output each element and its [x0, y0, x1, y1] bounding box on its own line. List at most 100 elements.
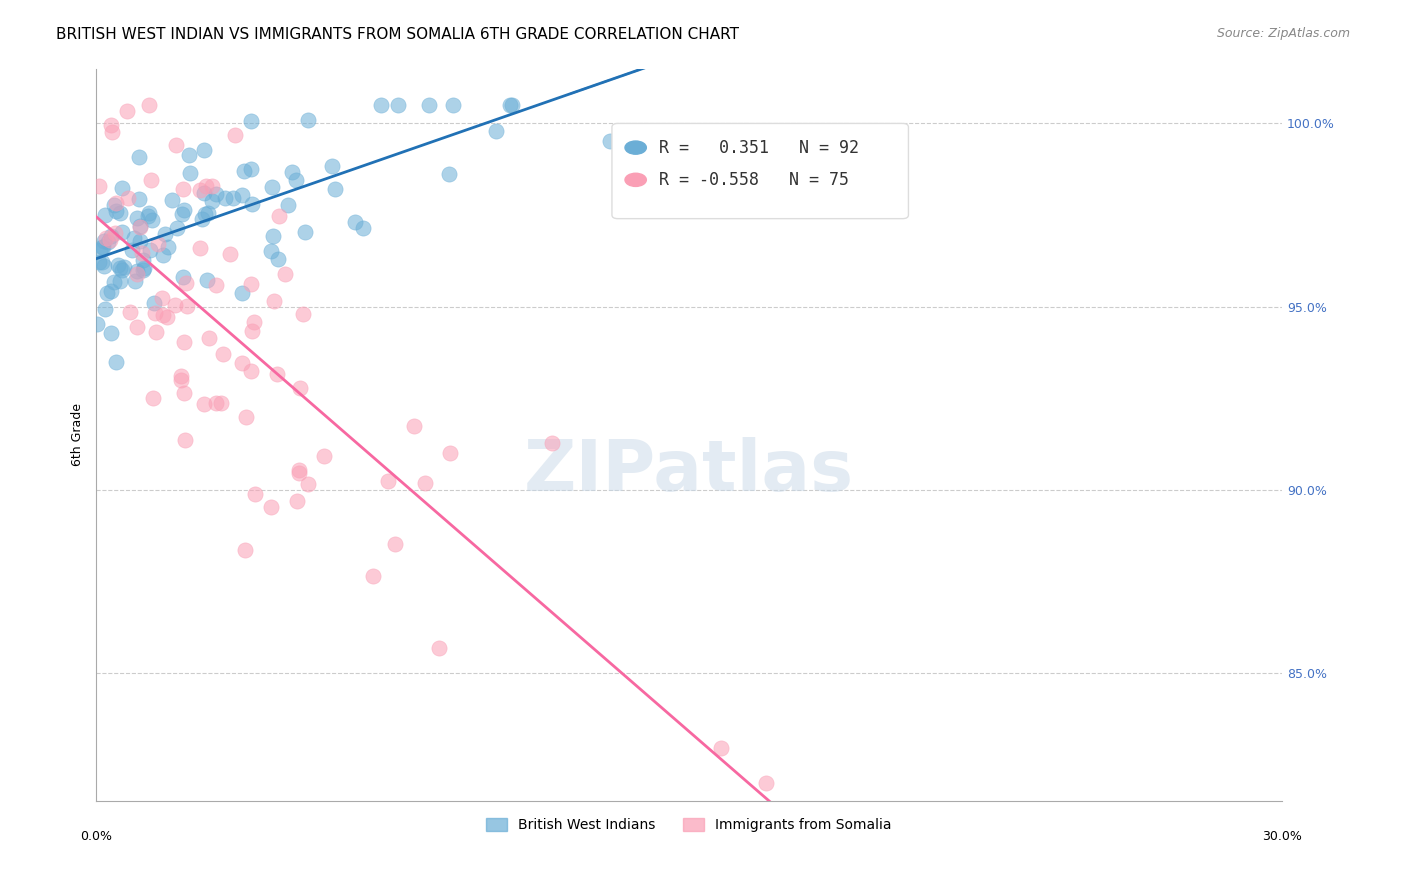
Point	[173, 385, 195, 400]
Point	[107, 258, 129, 272]
Point	[599, 134, 621, 148]
Point	[211, 347, 233, 361]
Point	[105, 196, 128, 211]
Point	[98, 233, 121, 247]
Point	[281, 165, 304, 179]
Point	[231, 187, 253, 202]
Text: 0.0%: 0.0%	[80, 830, 112, 843]
Point	[441, 98, 464, 112]
Point	[174, 433, 197, 447]
Point	[260, 179, 283, 194]
Point	[297, 477, 319, 491]
Point	[240, 114, 263, 128]
Point	[173, 334, 195, 349]
Point	[262, 229, 284, 244]
Point	[139, 173, 162, 187]
Point	[191, 211, 214, 226]
Point	[277, 198, 299, 212]
Point	[297, 112, 319, 127]
Point	[195, 273, 218, 287]
Point	[710, 741, 733, 756]
Point	[120, 305, 142, 319]
Point	[323, 182, 346, 196]
Point	[239, 364, 262, 378]
Point	[128, 192, 150, 206]
Point	[132, 253, 155, 268]
Point	[285, 493, 308, 508]
Point	[145, 325, 167, 339]
Point	[193, 397, 215, 411]
Point	[260, 500, 283, 515]
Legend: British West Indians, Immigrants from Somalia: British West Indians, Immigrants from So…	[481, 813, 897, 838]
Point	[314, 449, 336, 463]
Circle shape	[626, 173, 647, 186]
Point	[170, 368, 193, 383]
Point	[105, 203, 128, 218]
Point	[100, 285, 122, 299]
Point	[501, 98, 523, 112]
Point	[100, 228, 122, 243]
Point	[146, 237, 169, 252]
Point	[87, 255, 110, 269]
Point	[172, 182, 194, 196]
Point	[122, 231, 145, 245]
Point	[105, 355, 128, 369]
Text: ZIPatlas: ZIPatlas	[524, 437, 853, 506]
Point	[427, 640, 450, 655]
Point	[285, 173, 308, 187]
Text: Source: ZipAtlas.com: Source: ZipAtlas.com	[1216, 27, 1350, 40]
Text: 30.0%: 30.0%	[1263, 830, 1302, 843]
Point	[131, 246, 153, 260]
Point	[152, 248, 174, 262]
Point	[361, 569, 384, 583]
Point	[112, 260, 135, 274]
Point	[111, 263, 134, 277]
Point	[387, 98, 409, 112]
Point	[86, 317, 108, 331]
Point	[172, 269, 194, 284]
Point	[291, 308, 314, 322]
Point	[205, 396, 228, 410]
Point	[205, 277, 228, 292]
Point	[152, 309, 174, 323]
Point	[404, 418, 426, 433]
Point	[156, 310, 179, 324]
Point	[384, 537, 406, 551]
Point	[224, 128, 246, 142]
Point	[288, 467, 311, 481]
Point	[108, 260, 131, 275]
Point	[103, 198, 125, 212]
Point	[170, 373, 193, 387]
Point	[287, 463, 309, 477]
Point	[267, 252, 290, 266]
Point	[240, 324, 263, 338]
Point	[115, 104, 138, 119]
Point	[205, 186, 228, 201]
Point	[91, 240, 114, 254]
Point	[222, 191, 245, 205]
Point	[165, 137, 187, 152]
Point	[343, 215, 366, 229]
Point	[188, 241, 211, 255]
Point	[125, 319, 148, 334]
Point	[111, 180, 134, 194]
Point	[129, 220, 152, 235]
Y-axis label: 6th Grade: 6th Grade	[72, 403, 84, 467]
Point	[209, 395, 232, 409]
Point	[138, 206, 160, 220]
Point	[157, 240, 180, 254]
Point	[194, 207, 217, 221]
Point	[235, 543, 257, 558]
Text: BRITISH WEST INDIAN VS IMMIGRANTS FROM SOMALIA 6TH GRADE CORRELATION CHART: BRITISH WEST INDIAN VS IMMIGRANTS FROM S…	[56, 27, 740, 42]
Point	[755, 775, 778, 789]
Point	[128, 150, 150, 164]
Point	[89, 243, 111, 257]
Point	[377, 474, 399, 488]
Point	[96, 286, 118, 301]
Point	[499, 98, 522, 112]
Point	[352, 221, 374, 235]
Point	[243, 486, 266, 500]
Point	[233, 163, 256, 178]
Point	[138, 98, 160, 112]
Point	[437, 167, 460, 181]
